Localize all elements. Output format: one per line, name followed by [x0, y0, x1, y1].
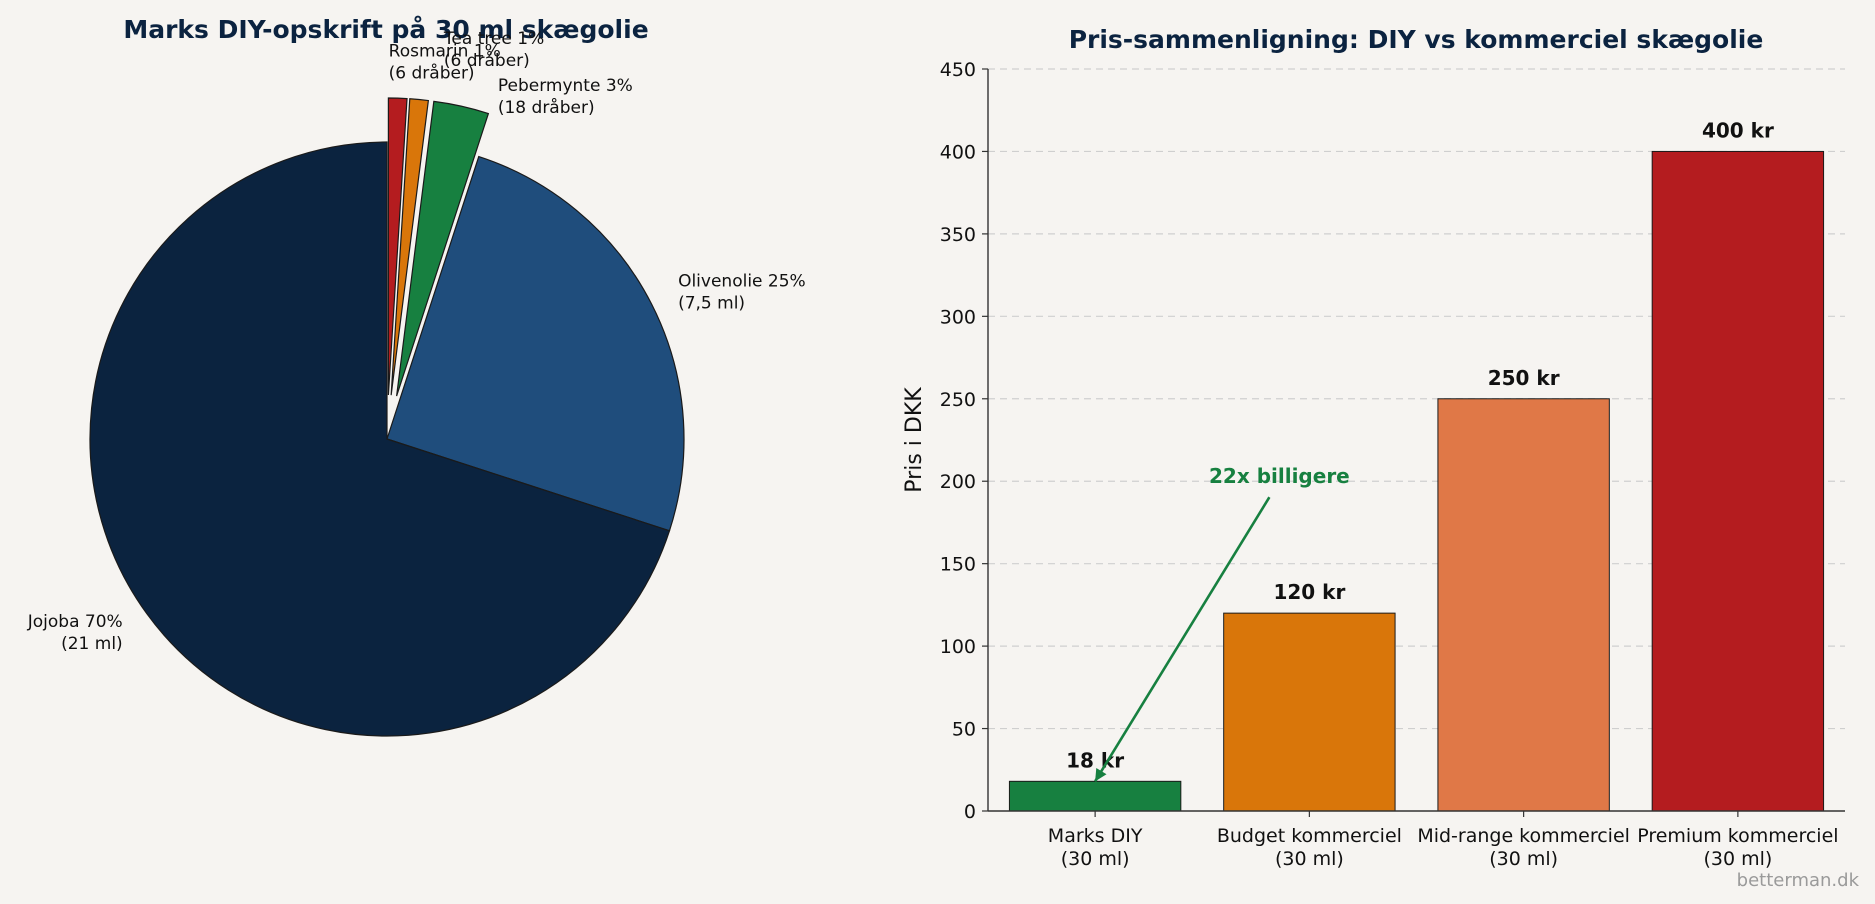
- y-tick-label: 450: [940, 59, 976, 81]
- pie-sublabel: (18 dråber): [498, 97, 595, 118]
- x-tick-label-sub: (30 ml): [1703, 848, 1772, 870]
- pie-chart: Marks DIY-opskrift på 30 ml skægolie Ros…: [27, 15, 806, 737]
- annotation-text: 22x billigere: [1209, 464, 1350, 488]
- pie-title: Marks DIY-opskrift på 30 ml skægolie: [123, 15, 648, 44]
- pie-slice: [386, 155, 685, 532]
- pie-label: Rosmarin 1%: [389, 41, 501, 61]
- pie-sublabel: (7,5 ml): [678, 294, 745, 314]
- watermark: betterman.dk: [1737, 870, 1860, 891]
- pie-sublabel: (21 ml): [61, 634, 123, 654]
- bar-value-label: 400 kr: [1702, 118, 1774, 142]
- y-tick-label: 400: [940, 141, 976, 163]
- pie-label: Olivenolie 25%: [678, 272, 806, 292]
- pie-label: Pebermynte 3%: [498, 76, 633, 96]
- bar-value-label: 120 kr: [1273, 580, 1345, 604]
- pie-slice: [390, 98, 430, 396]
- pie-slice: [387, 97, 408, 396]
- y-tick-label: 150: [940, 554, 976, 576]
- y-tick-label: 50: [952, 719, 976, 741]
- y-tick-label: 350: [940, 224, 976, 246]
- x-tick-label: Premium kommerciel: [1637, 825, 1838, 847]
- y-tick-label: 200: [940, 471, 976, 493]
- y-tick-label: 300: [940, 306, 976, 328]
- pie-slice: [89, 141, 671, 737]
- bar: [1008, 780, 1182, 812]
- y-tick-label: 0: [964, 801, 976, 823]
- annotation-arrowhead: [1095, 767, 1107, 782]
- pie-label: Tea tree 1%: [443, 29, 544, 49]
- pie-slice: [396, 100, 490, 397]
- x-tick-label: Marks DIY: [1048, 825, 1143, 847]
- annotation-arrow: [1094, 496, 1271, 782]
- x-tick-label-sub: (30 ml): [1061, 848, 1130, 870]
- y-axis-label: Pris i DKK: [902, 387, 927, 493]
- bar: [1223, 612, 1396, 812]
- bar: [1437, 398, 1610, 812]
- x-tick-label-sub: (30 ml): [1275, 848, 1344, 870]
- bar-title: Pris-sammenligning: DIY vs kommerciel sk…: [1069, 25, 1764, 54]
- x-tick-label-sub: (30 ml): [1489, 848, 1558, 870]
- bar-value-label: 18 kr: [1066, 748, 1124, 772]
- pie-sublabel: (6 dråber): [389, 62, 475, 83]
- bar-value-label: 250 kr: [1488, 366, 1560, 390]
- bar-chart: Pris-sammenligning: DIY vs kommerciel sk…: [902, 25, 1845, 870]
- pie-sublabel: (6 dråber): [444, 50, 530, 71]
- y-tick-label: 250: [940, 389, 976, 411]
- bar: [1651, 150, 1825, 812]
- x-tick-label: Budget kommerciel: [1217, 825, 1402, 847]
- x-tick-label: Mid-range kommerciel: [1417, 825, 1630, 847]
- pie-label: Jojoba 70%: [27, 612, 123, 632]
- y-tick-label: 100: [940, 636, 976, 658]
